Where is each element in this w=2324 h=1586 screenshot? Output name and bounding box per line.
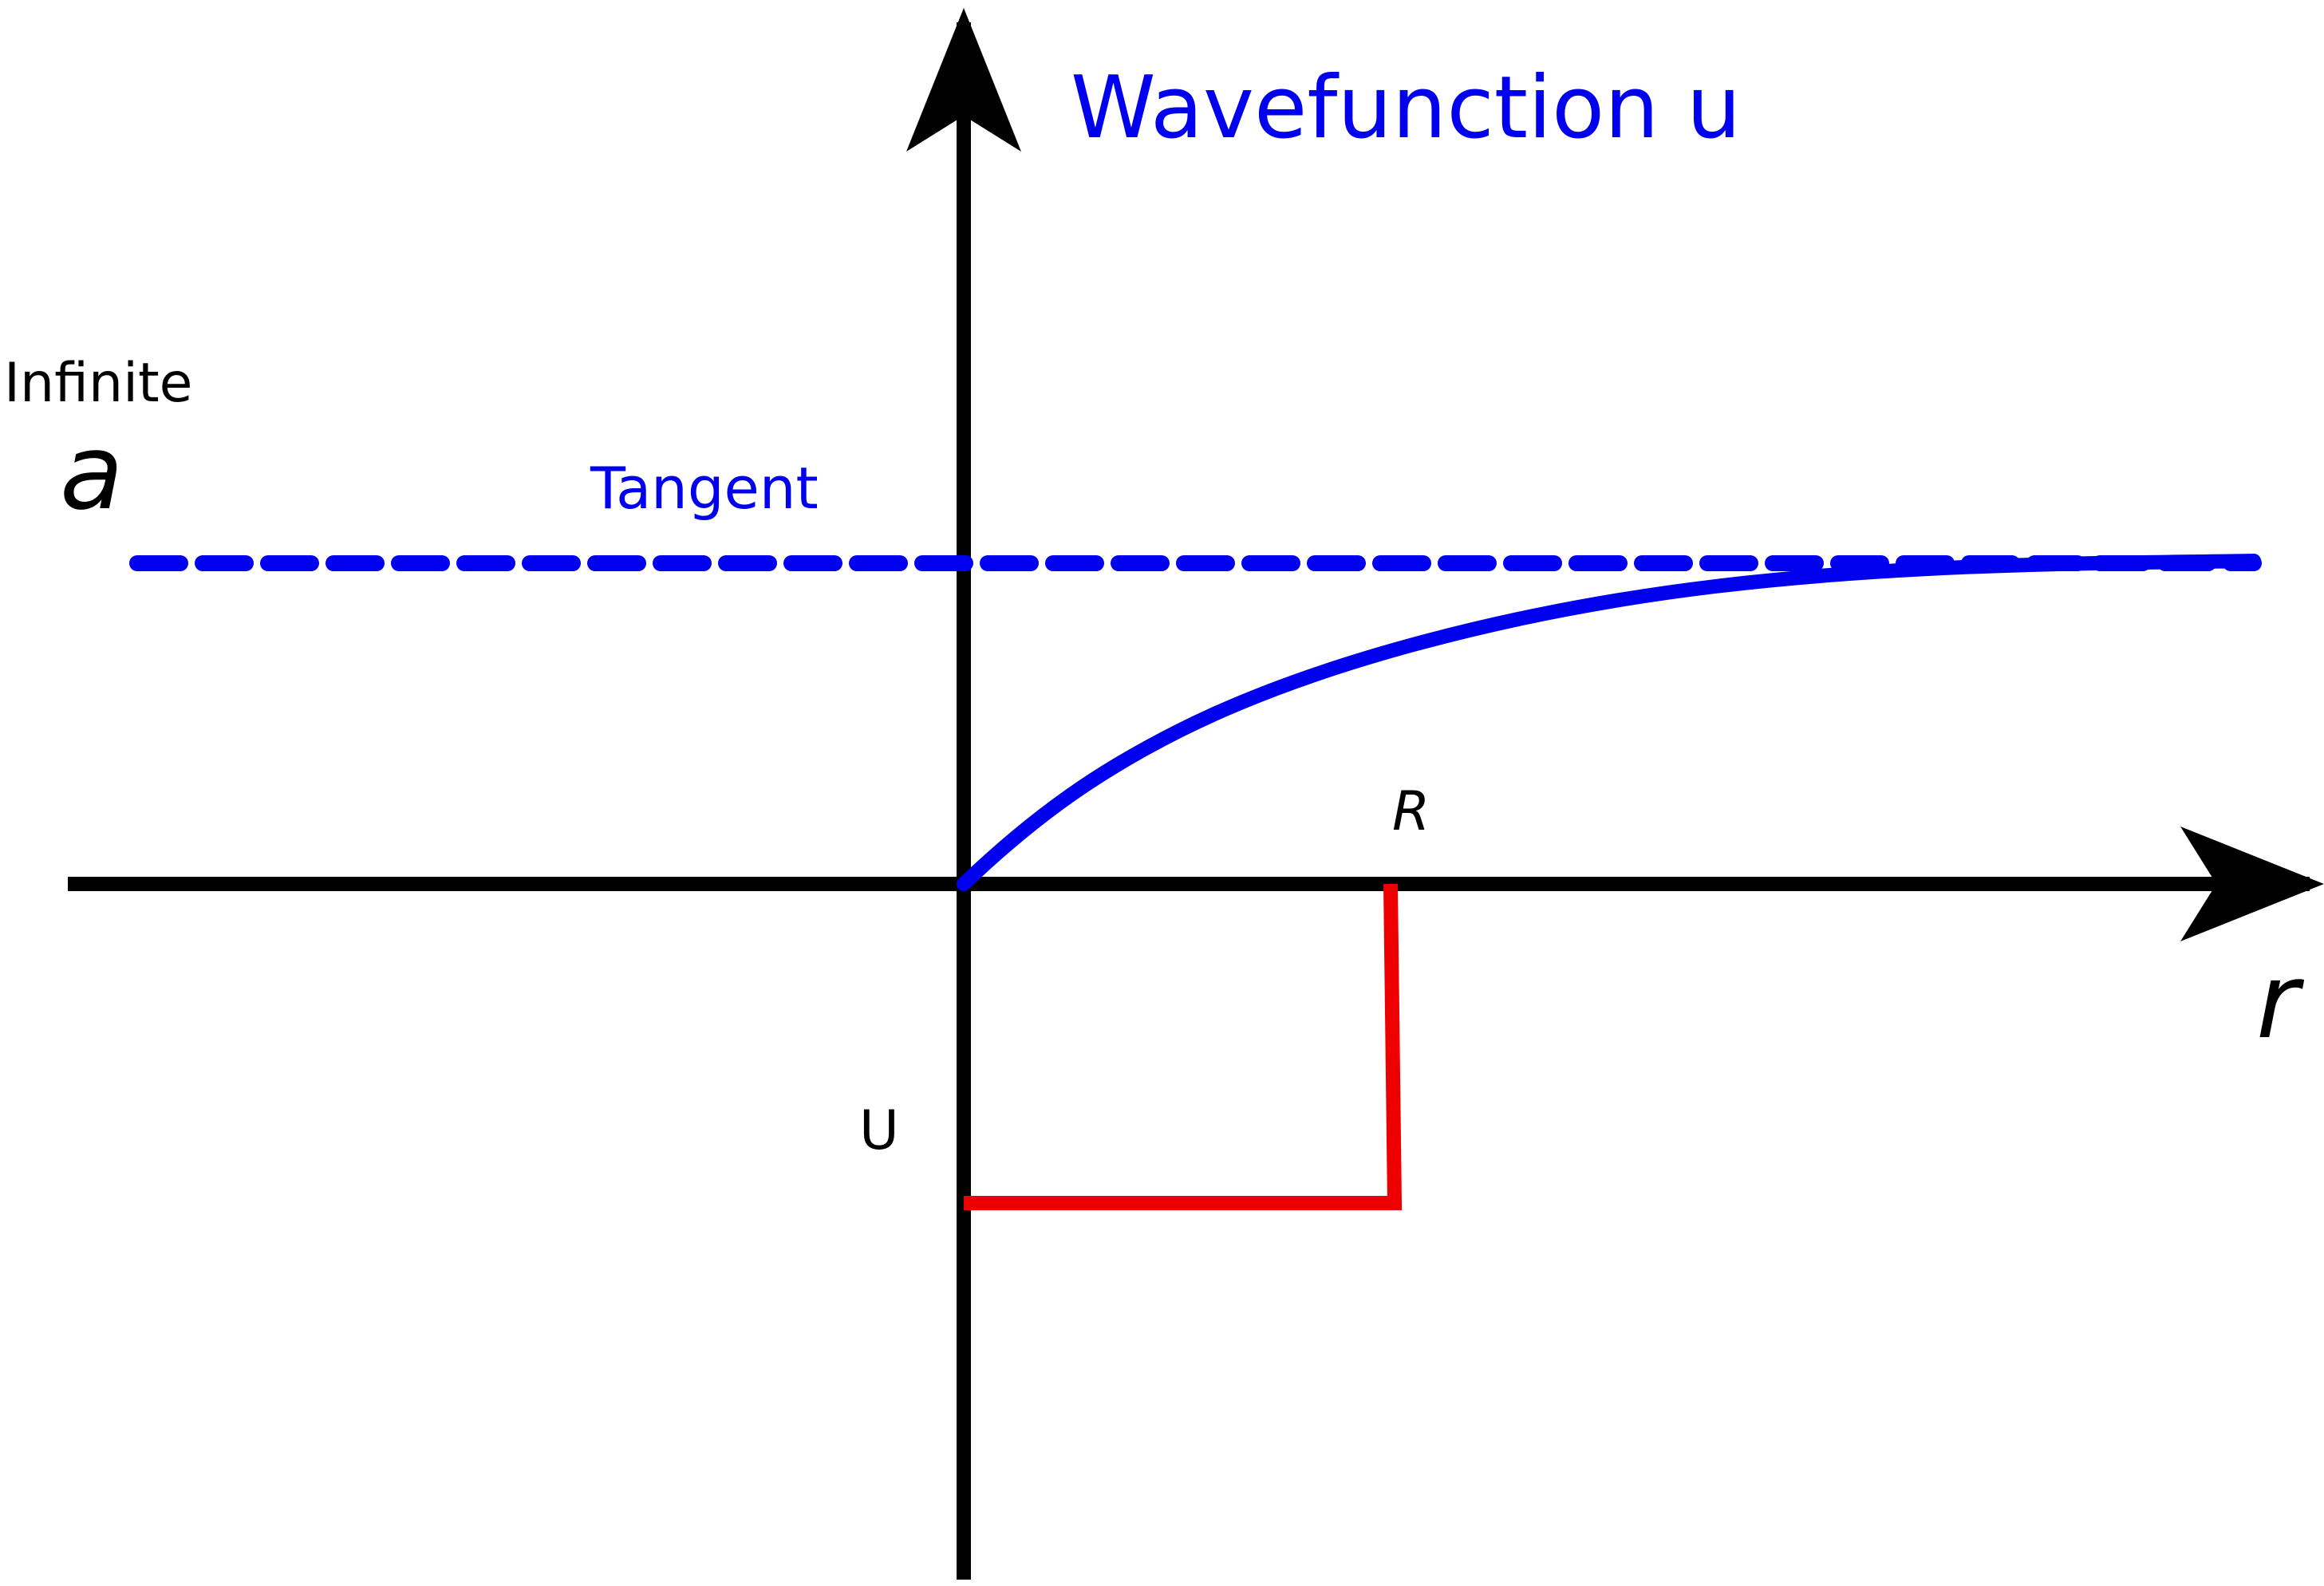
scattering-length-label: a xyxy=(60,412,124,533)
well-radius-label: R xyxy=(1392,780,1430,843)
potential-depth-label: U xyxy=(859,1099,899,1162)
infinite-label: Infinite xyxy=(4,352,192,415)
title-label: Wavefunction u xyxy=(1071,58,1741,158)
wavefunction-curve xyxy=(957,554,2261,891)
potential-well xyxy=(964,883,1403,1210)
r-axis-label: r xyxy=(2256,941,2305,1062)
tangent-label: Tangent xyxy=(590,455,819,522)
